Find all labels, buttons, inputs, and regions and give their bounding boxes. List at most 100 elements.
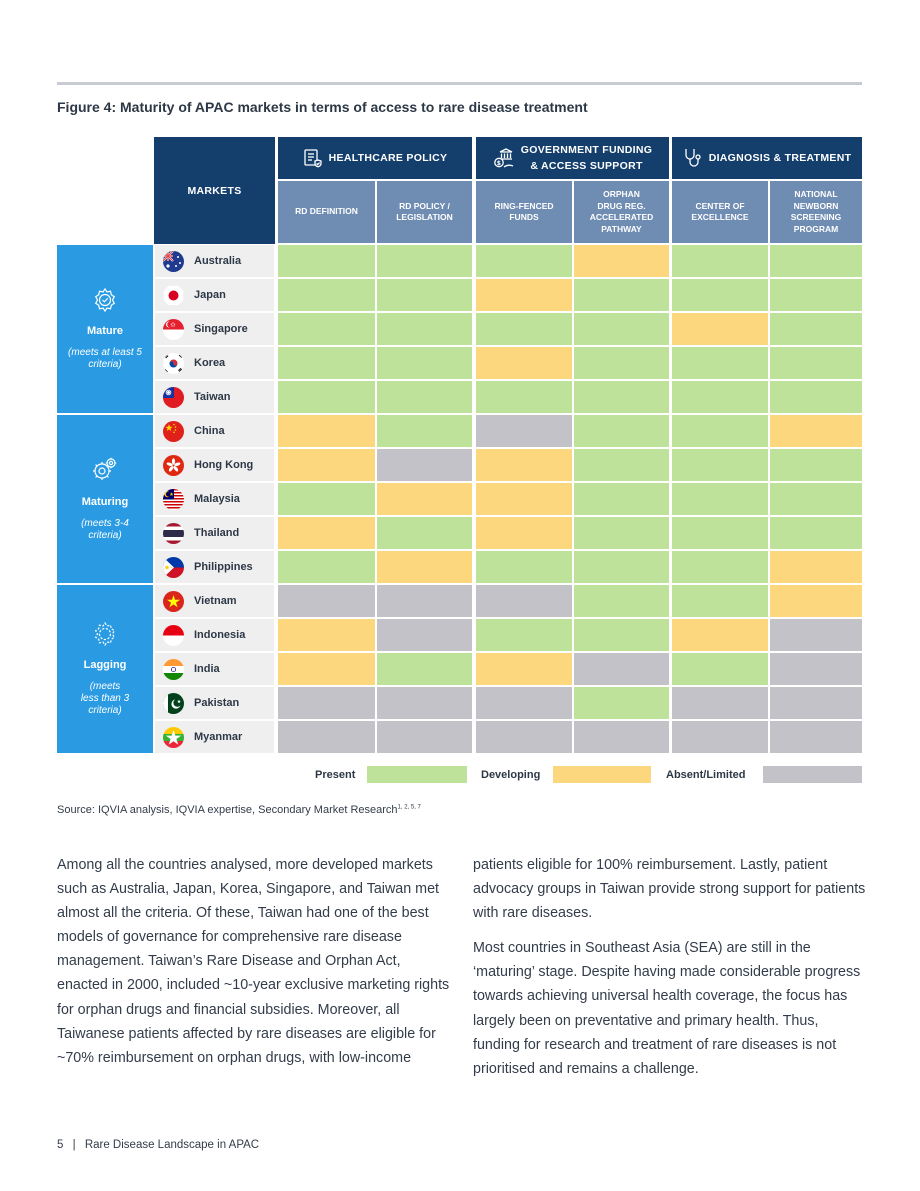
country-row-label: Korea (155, 347, 274, 381)
country-name: Japan (194, 289, 226, 301)
status-cell (770, 245, 862, 279)
status-cell (672, 585, 768, 619)
status-cell (574, 517, 669, 551)
status-cell (574, 245, 669, 279)
country-name: Indonesia (194, 629, 246, 641)
country-row-label: Malaysia (155, 483, 274, 517)
legend-label-absent: Absent/Limited (666, 769, 746, 781)
status-cell (278, 483, 375, 517)
legend-swatch-absent (763, 766, 862, 783)
text-line: EXCELLENCE (691, 212, 749, 222)
criteria-header: ORPHAN DRUG REG. ACCELERATED PATHWAY (574, 181, 669, 243)
status-cell (476, 517, 572, 551)
status-cell (377, 313, 472, 347)
status-cell (278, 313, 375, 347)
tier-maturing: Maturing (meets 3-4 criteria) (57, 415, 153, 583)
status-cell (672, 279, 768, 313)
australia-flag-icon (163, 250, 184, 272)
text-line: criteria) (88, 705, 122, 716)
country-name: Pakistan (194, 697, 240, 709)
status-cell (574, 279, 669, 313)
government-funding-icon: $ (493, 147, 521, 169)
criteria-header-label: NATIONAL NEWBORN SCREENING PROGRAM (791, 189, 842, 235)
text-line: NEWBORN (793, 200, 839, 211)
country-name: Taiwan (194, 391, 231, 403)
myanmar-flag-icon (163, 726, 184, 748)
country-row-label: Vietnam (155, 585, 274, 619)
group-header-label: HEALTHCARE POLICY (329, 150, 448, 166)
status-cell (770, 449, 862, 483)
status-cell (476, 449, 572, 483)
status-cell (377, 687, 472, 721)
top-rule (57, 82, 862, 85)
country-name: Hong Kong (194, 459, 254, 471)
text-line: ACCELERATED (589, 212, 654, 222)
status-cell (377, 721, 472, 755)
source-refs: 1, 2, 5, 7 (397, 804, 421, 811)
status-cell (574, 449, 669, 483)
group-header: $ GOVERNMENT FUNDING & ACCESS SUPPORT (476, 137, 669, 179)
status-cell (770, 619, 862, 653)
japan-flag-icon (163, 284, 184, 306)
philippines-flag-icon (163, 556, 184, 578)
country-row-label: China (155, 415, 274, 449)
status-cell (770, 517, 862, 551)
text-line: (meets at least 5 (68, 347, 142, 358)
country-name: Philippines (194, 561, 253, 573)
page-footer: 5 | Rare Disease Landscape in APAC (57, 1139, 259, 1151)
status-cell (672, 653, 768, 687)
country-name: China (194, 425, 225, 437)
status-cell (574, 483, 669, 517)
status-cell (278, 347, 375, 381)
text-line: PROGRAM (793, 223, 839, 234)
china-flag-icon (163, 420, 184, 442)
country-name: Thailand (194, 527, 240, 539)
country-row-label: Taiwan (155, 381, 274, 415)
status-cell (377, 517, 472, 551)
legend-swatch-present (367, 766, 467, 783)
text-line: DIAGNOSIS & TREATMENT (708, 152, 852, 164)
text-line: ORPHAN (603, 189, 640, 199)
status-cell (672, 721, 768, 755)
tier-name: Mature (86, 325, 124, 337)
text-line: RING-FENCED (494, 200, 554, 211)
policy-document-icon (303, 148, 329, 168)
text-line: SCREENING (790, 212, 842, 222)
singapore-flag-icon (163, 318, 184, 340)
country-row-label: Indonesia (155, 619, 274, 653)
status-cell (574, 619, 669, 653)
status-cell (476, 245, 572, 279)
criteria-header: RING-FENCED FUNDS (476, 181, 572, 243)
status-cell (770, 653, 862, 687)
criteria-header: RD POLICY / LEGISLATION (377, 181, 472, 243)
country-row-label: Thailand (155, 517, 274, 551)
status-cell (278, 381, 375, 415)
text-line: LEGISLATION (396, 212, 453, 222)
group-header-label: GOVERNMENT FUNDING & ACCESS SUPPORT (521, 142, 652, 174)
status-cell (770, 347, 862, 381)
pakistan-flag-icon (163, 692, 184, 714)
body-paragraph: Among all the countries analysed, more d… (57, 857, 450, 1066)
text-line: (meets 3-4 (81, 518, 129, 529)
markets-header: MARKETS (154, 137, 275, 244)
footer-title: Rare Disease Landscape in APAC (84, 1139, 260, 1151)
country-row-label: Pakistan (155, 687, 274, 721)
status-cell (672, 347, 768, 381)
status-cell (278, 245, 375, 279)
status-cell (476, 313, 572, 347)
status-cell (770, 551, 862, 585)
status-cell (574, 313, 669, 347)
text-line: DRUG REG. (597, 200, 646, 211)
country-name: Myanmar (194, 731, 243, 743)
body-column-left: Among all the countries analysed, more d… (57, 853, 452, 1081)
status-cell (574, 381, 669, 415)
status-cell (278, 279, 375, 313)
svg-text:$: $ (497, 160, 501, 167)
status-cell (278, 653, 375, 687)
text-line: criteria) (88, 359, 122, 370)
status-cell (672, 449, 768, 483)
text-line: RD POLICY / (399, 200, 450, 211)
status-cell (476, 483, 572, 517)
status-cell (574, 585, 669, 619)
text-line: GOVERNMENT FUNDING (520, 144, 653, 156)
